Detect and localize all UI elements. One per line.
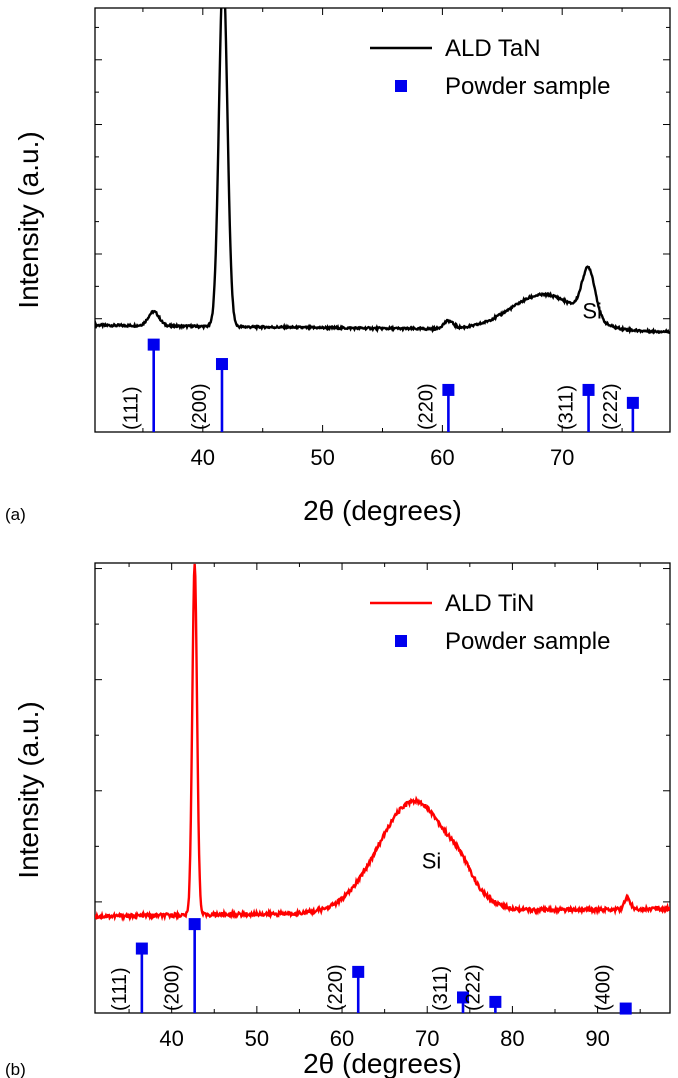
y-axis-label: Intensity (a.u.)	[13, 701, 44, 878]
legend-square-marker	[395, 80, 407, 92]
hkl-label: (311)	[430, 966, 452, 1011]
hkl-label: (111)	[121, 386, 143, 430]
si-annotation: Si	[422, 849, 442, 874]
powder-marker	[489, 995, 502, 1008]
x-tick-label: 50	[310, 445, 334, 470]
powder-marker	[352, 965, 365, 978]
plot-frame	[94, 7, 671, 433]
series-line-ald-tin	[95, 563, 670, 922]
legend-label-series: ALD TaN	[445, 35, 541, 62]
y-axis-label: Intensity (a.u.)	[13, 131, 44, 308]
si-annotation: Si	[582, 299, 602, 324]
powder-marker	[457, 991, 469, 1004]
legend-label-series: ALD TiN	[445, 590, 534, 617]
x-tick-label: 60	[430, 445, 454, 470]
x-tick-label: 70	[550, 445, 574, 470]
powder-marker	[147, 338, 160, 351]
powder-marker	[188, 918, 201, 931]
powder-marker	[442, 383, 455, 396]
hkl-label: (222)	[462, 964, 484, 1011]
plot-frame	[94, 562, 671, 1014]
hkl-label: (200)	[162, 964, 184, 1011]
legend-label-powder: Powder sample	[445, 73, 610, 100]
x-tick-label: 60	[330, 1026, 354, 1051]
panel-label: (a)	[5, 505, 26, 524]
x-tick-label: 70	[415, 1026, 439, 1051]
powder-marker	[626, 396, 639, 409]
chart-panel-a: 40 50 60 70 (111) (200) (220) (311) (222) Si ALD T…	[5, 7, 671, 526]
hkl-label: (400)	[593, 964, 615, 1011]
powder-marker	[135, 942, 148, 955]
hkl-label: (111)	[109, 967, 131, 1011]
series-line-ald-tan	[95, 8, 670, 335]
x-tick-label: 40	[159, 1026, 183, 1051]
panel-label: (b)	[5, 1060, 26, 1078]
x-tick-label: 80	[500, 1026, 524, 1051]
legend-label-powder: Powder sample	[445, 628, 610, 655]
x-tick-label: 40	[191, 445, 215, 470]
powder-marker	[619, 1002, 632, 1015]
x-axis-label: 2θ (degrees)	[303, 495, 462, 526]
hkl-label: (220)	[325, 964, 347, 1011]
chart-panel-b: 40 50 60 70 80 90 (111) (200) (220) (311) (222) (40…	[5, 562, 671, 1078]
x-tick-label: 50	[245, 1026, 269, 1051]
powder-marker	[215, 358, 228, 371]
x-axis-label: 2θ (degrees)	[303, 1048, 462, 1078]
legend-square-marker	[395, 635, 407, 647]
x-tick-label: 90	[585, 1026, 609, 1051]
hkl-label: (200)	[189, 383, 211, 430]
powder-marker	[582, 383, 595, 396]
hkl-label: (222)	[600, 383, 622, 430]
hkl-label: (220)	[415, 383, 437, 430]
hkl-label: (311)	[556, 385, 578, 430]
